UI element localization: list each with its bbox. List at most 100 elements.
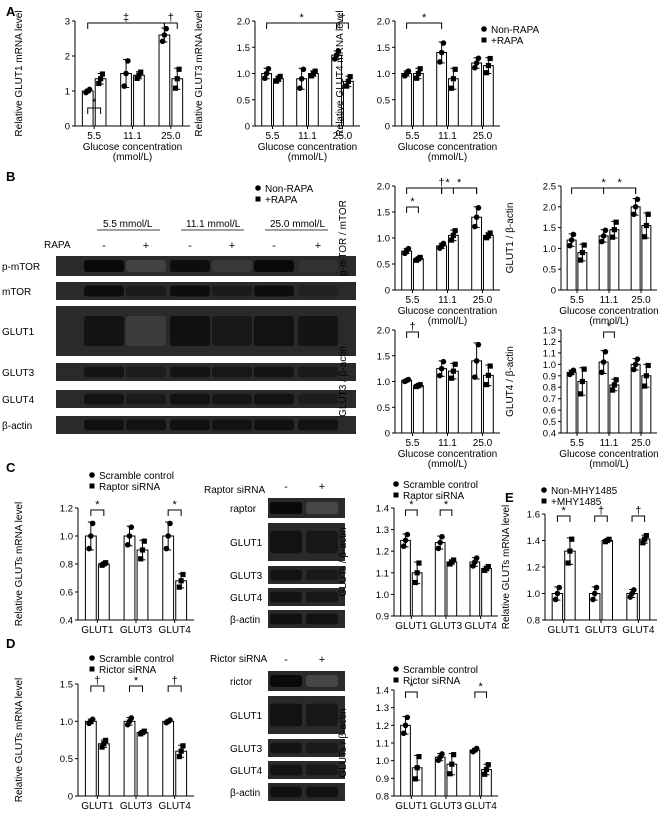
bar <box>434 756 446 797</box>
blot-band <box>126 366 166 378</box>
data-point <box>439 533 445 540</box>
blot-band <box>254 285 294 297</box>
blot-band <box>212 260 252 272</box>
data-point <box>599 238 605 245</box>
y-tick-label: 0.4 <box>543 429 556 440</box>
significance-mark: * <box>445 177 450 189</box>
legend-marker-circle <box>393 666 399 672</box>
x-tick-label: 5.5 <box>406 295 420 306</box>
significance-bracket <box>167 685 182 692</box>
significance-mark: † <box>635 505 641 517</box>
legend-e: Non-MHY1485 +MHY1485 <box>541 486 618 508</box>
data-point <box>570 367 577 374</box>
data-point <box>437 539 443 546</box>
blot-band <box>306 569 338 581</box>
significance-mark: * <box>95 499 100 511</box>
data-point <box>579 378 585 385</box>
data-point <box>126 533 133 539</box>
y-tick-label: 1.0 <box>237 69 250 80</box>
x-tick-label: 11.1 <box>438 131 457 142</box>
blot-protein-label: GLUT4 <box>230 766 263 777</box>
blot-band <box>126 260 166 272</box>
blot-lane-sign: + <box>319 654 325 666</box>
bar <box>162 720 175 797</box>
blot-rows: rictor GLUT1 GLUT3 GLUT4 β-actin <box>230 671 345 801</box>
blot-protein-label: GLUT1 <box>2 327 35 338</box>
x-tick-label: GLUT3 <box>120 625 153 636</box>
y-tick-label: 0.9 <box>543 371 556 382</box>
significance-mark: * <box>444 499 449 511</box>
blot-band <box>306 703 338 727</box>
blot-band <box>84 366 124 378</box>
blot-protein-label: raptor <box>230 504 257 515</box>
data-point <box>473 555 480 561</box>
significance-bracket <box>439 509 453 516</box>
chart-d1: 0 0.5 1.0 1.5 Relative GLUTs mRNA level GLUT1… <box>14 675 194 812</box>
blot-band <box>170 366 210 378</box>
y-axis-title: GLUTs / β-actin <box>338 708 349 777</box>
bar <box>412 73 424 127</box>
data-point <box>167 520 173 527</box>
bar <box>97 563 110 621</box>
x-tick-label: 5.5 <box>266 131 280 142</box>
x-tick-label: 5.5 <box>87 131 101 142</box>
data-point <box>298 75 305 82</box>
blot-band <box>254 366 294 378</box>
y-axis-title: p-mTOR / mTOR <box>338 200 349 276</box>
blot-band <box>298 419 338 431</box>
x-axis-title: (mmol/L) <box>113 152 152 163</box>
data-point <box>438 365 445 372</box>
blot-band <box>270 591 302 603</box>
blot-lane-sign: + <box>143 240 149 252</box>
data-point <box>163 545 170 552</box>
legend-a: Non-RAPA +RAPA <box>481 25 539 47</box>
blot-protein-label: β-actin <box>230 615 260 626</box>
western-blot-b: 5.5 mmol/L 11.1 mmol/L 25.0 mmol/L RAPA … <box>2 219 356 434</box>
y-tick-label: 0 <box>65 122 70 133</box>
data-point <box>609 234 616 240</box>
y-tick-label: 1.0 <box>543 244 556 255</box>
data-point <box>165 533 171 539</box>
data-point <box>631 366 637 373</box>
blot-band <box>84 285 124 297</box>
chart-c1: 0.4 0.6 0.8 1.0 1.2 Relative GLUTs mRNA level… <box>14 499 194 636</box>
data-point <box>600 359 607 365</box>
y-tick-label: 0.8 <box>376 792 389 803</box>
blot-protein-label: β-actin <box>2 421 32 432</box>
y-tick-label: 0.8 <box>543 383 556 394</box>
data-point <box>448 375 455 381</box>
blot-band <box>298 285 338 297</box>
blot-lane-sign: - <box>272 240 276 252</box>
data-point <box>590 596 596 603</box>
y-tick-label: 0.5 <box>543 265 556 276</box>
bar <box>158 34 171 127</box>
y-tick-label: 0.8 <box>60 560 73 571</box>
chart-b2: 0 0.5 1.0 1.5 2.0 2.5 GLUT1 / β-actin 5.5 11.1 25… <box>505 177 659 327</box>
data-point <box>452 228 458 234</box>
data-point <box>89 716 96 723</box>
blot-band <box>298 316 338 346</box>
significance-bracket <box>594 515 608 522</box>
data-point <box>451 752 457 758</box>
blot-band <box>254 393 294 405</box>
data-point <box>634 356 641 362</box>
blot-band <box>306 764 338 776</box>
data-point <box>577 257 584 263</box>
blot-band <box>306 530 338 554</box>
x-axis-title: Glucose concentration <box>559 449 659 460</box>
legend-marker-square <box>89 666 95 672</box>
data-point <box>600 233 607 239</box>
x-tick-label: 5.5 <box>406 131 420 142</box>
blot-band <box>270 786 302 798</box>
blot-band <box>270 742 302 754</box>
data-point <box>632 361 639 368</box>
legend-label-raptor: Raptor siRNA <box>99 482 160 493</box>
x-tick-label: GLUT3 <box>585 625 618 636</box>
legend-label-rictor: Rictor siRNA <box>99 665 157 676</box>
data-point <box>435 545 442 552</box>
y-tick-label: 1.0 <box>60 532 73 543</box>
panel-label-a: A <box>6 4 16 19</box>
y-axis-title: Relative GLUTs mRNA level <box>14 502 25 626</box>
x-tick-label: GLUT4 <box>622 625 655 636</box>
